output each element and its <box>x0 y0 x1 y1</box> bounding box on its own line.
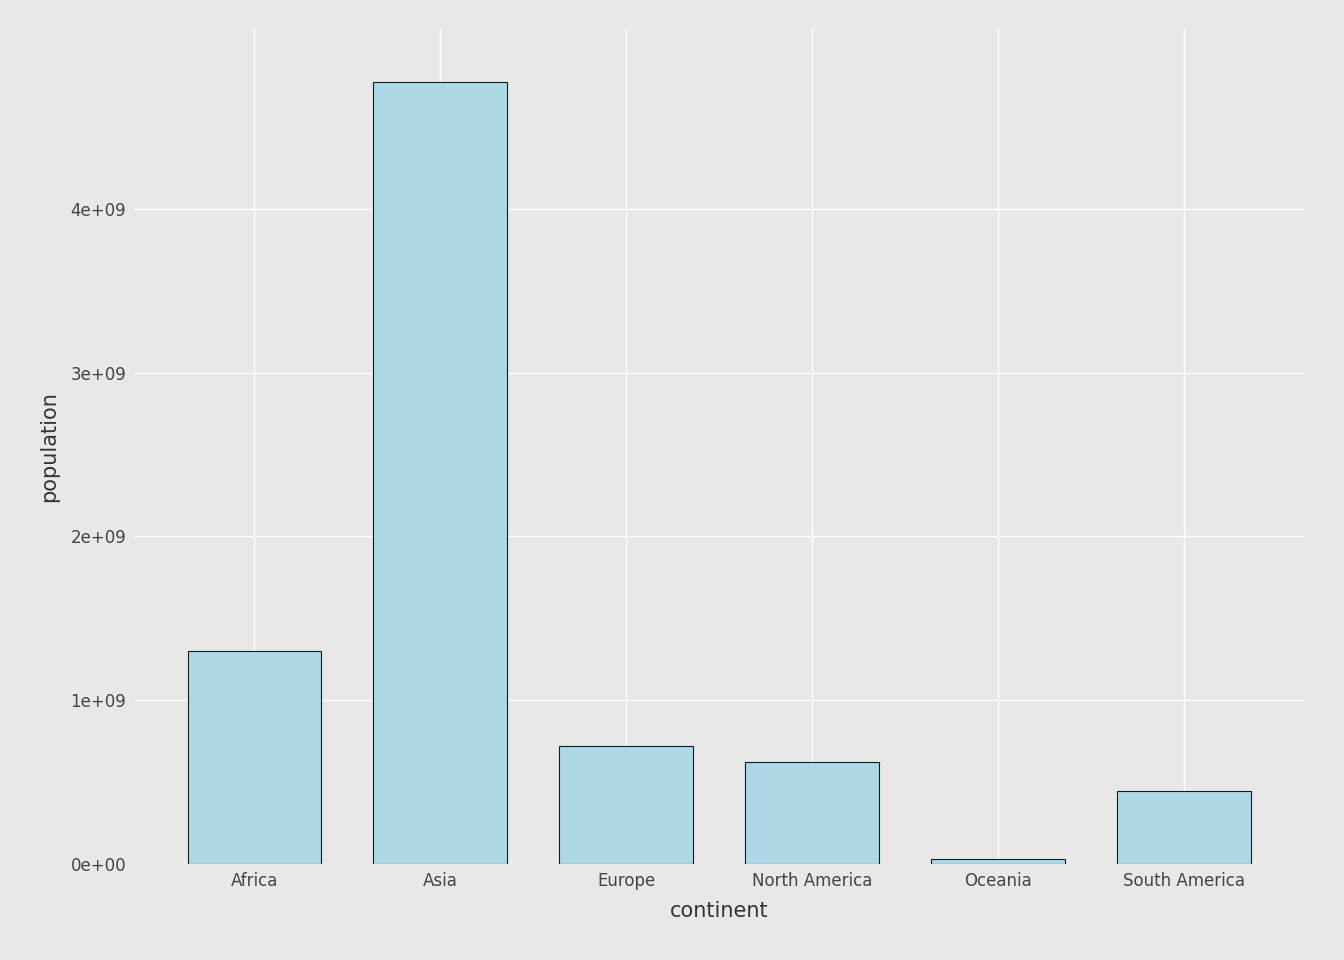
Y-axis label: population: population <box>39 391 59 502</box>
Bar <box>1117 791 1250 864</box>
Bar <box>745 762 879 864</box>
Bar <box>188 651 321 864</box>
X-axis label: continent: continent <box>669 901 769 922</box>
Bar <box>559 746 694 864</box>
Bar <box>931 858 1064 864</box>
Bar <box>374 82 507 864</box>
